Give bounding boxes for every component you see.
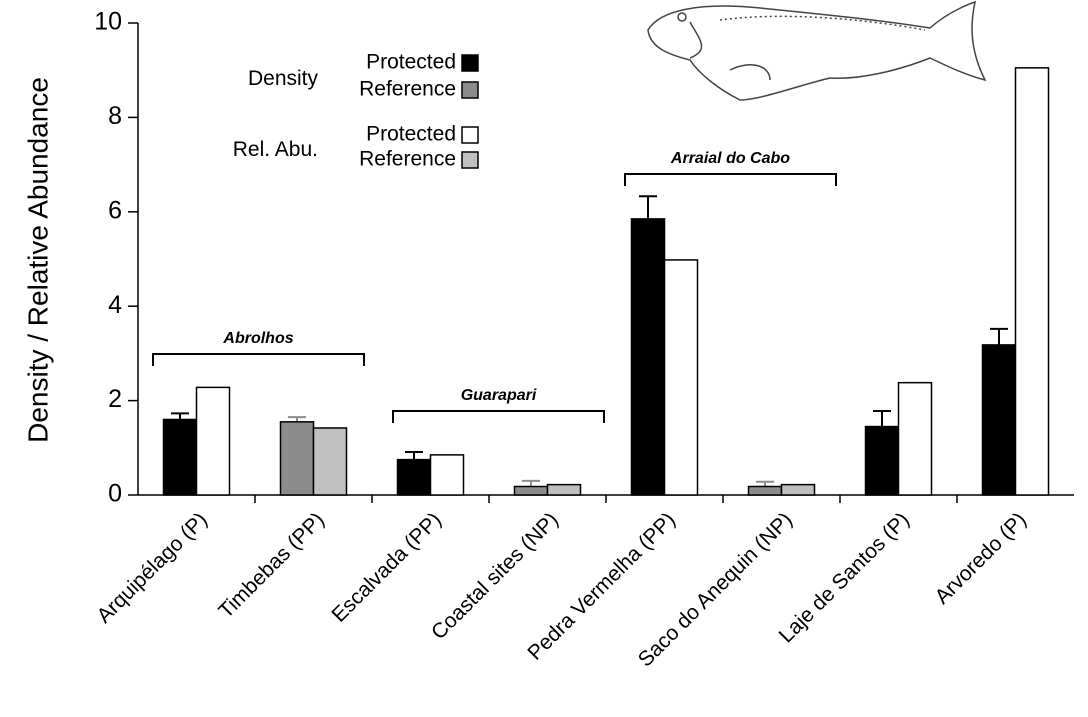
y-tick-label: 10 — [94, 8, 122, 36]
x-tick-label: Arquipélago (P) — [93, 508, 212, 627]
y-tick-label: 2 — [108, 385, 122, 413]
fish-illustration — [647, 0, 987, 101]
x-tick-label: Arvoredo (P) — [931, 508, 1031, 608]
bar — [981, 344, 1017, 496]
x-tick-label: Escalvada (PP) — [327, 508, 446, 627]
legend-swatch — [461, 151, 479, 169]
y-axis-label: Density / Relative Abundance — [22, 77, 53, 443]
bar — [429, 454, 465, 496]
legend-label: Protected — [366, 51, 456, 74]
bar — [747, 485, 783, 496]
legend-label: Rel. Abu. — [233, 138, 318, 161]
legend-label: Protected — [366, 123, 456, 146]
x-tick-label: Timbebas (PP) — [214, 508, 329, 623]
bar — [663, 259, 699, 496]
y-tick-label: 8 — [108, 102, 122, 130]
group-label: Arraial do Cabo — [670, 150, 790, 167]
legend-swatch — [461, 81, 479, 99]
bar — [162, 418, 198, 496]
legend-label: Reference — [359, 148, 456, 171]
legend-swatch — [461, 126, 479, 144]
bar — [279, 421, 315, 496]
bar — [1014, 67, 1050, 496]
group-label: Guarapari — [461, 387, 537, 404]
x-tick-label: Laje de Santos (P) — [775, 508, 914, 647]
y-tick-label: 0 — [108, 480, 122, 508]
bar — [780, 483, 816, 496]
bar — [630, 218, 666, 496]
legend-label: Density — [248, 67, 319, 90]
bar — [312, 427, 348, 496]
group-label: Abrolhos — [222, 330, 293, 347]
y-tick-label: 6 — [108, 196, 122, 224]
bar — [396, 458, 432, 496]
bar — [513, 485, 549, 496]
bar — [546, 483, 582, 496]
bar — [897, 381, 933, 496]
group-bracket — [392, 410, 605, 423]
bar — [195, 386, 231, 496]
legend-label: Reference — [359, 78, 456, 101]
legend-swatch — [461, 54, 479, 72]
group-bracket — [152, 353, 365, 366]
group-bracket — [624, 173, 837, 186]
x-tick-label: Coastal sites (NP) — [427, 508, 563, 644]
bar — [864, 425, 900, 496]
y-tick-label: 4 — [108, 291, 122, 319]
